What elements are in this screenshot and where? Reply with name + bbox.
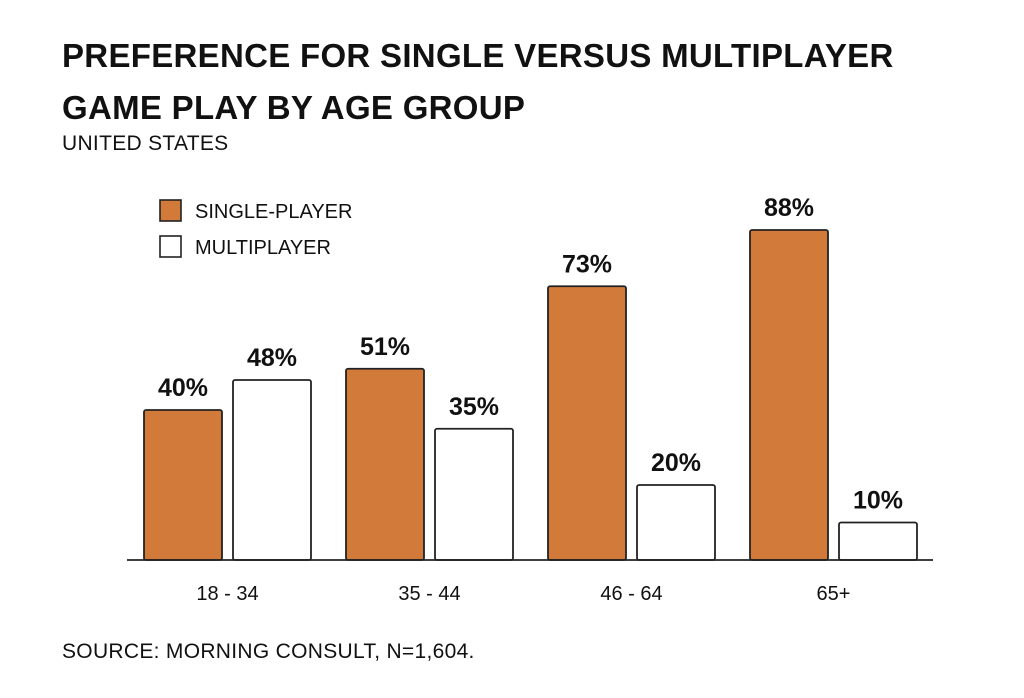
legend-swatch-multiplayer (159, 235, 182, 258)
legend-label-single-player: SINGLE-PLAYER (195, 201, 352, 223)
multiplayer-value-label-1: 48% (247, 344, 297, 372)
x-tick-label-2: 35 - 44 (398, 583, 460, 605)
chart-subtitle: UNITED STATES (62, 132, 229, 155)
single-player-bar-4 (749, 229, 829, 561)
multiplayer-bar-3 (636, 484, 716, 561)
single-player-value-label-3: 73% (562, 250, 612, 278)
single-player-value-label-4: 88% (764, 194, 814, 222)
multiplayer-bar-4 (838, 521, 918, 561)
multiplayer-value-label-3: 20% (651, 449, 701, 477)
x-tick-label-4: 65+ (817, 583, 851, 605)
x-tick-label-3: 46 - 64 (600, 583, 662, 605)
legend-swatch-single-player (159, 199, 182, 222)
multiplayer-bar-1 (232, 379, 312, 561)
single-player-bar-2 (345, 367, 425, 561)
single-player-bar-1 (143, 409, 223, 561)
chart-title: PREFERENCE FOR SINGLE VERSUS MULTIPLAYER… (62, 37, 894, 126)
multiplayer-value-label-4: 10% (853, 487, 903, 515)
x-tick-label-1: 18 - 34 (196, 583, 258, 605)
multiplayer-value-label-2: 35% (449, 393, 499, 421)
single-player-value-label-1: 40% (158, 374, 208, 402)
multiplayer-bar-2 (434, 427, 514, 561)
single-player-value-label-2: 51% (360, 333, 410, 361)
single-player-bar-3 (547, 285, 627, 561)
source-note: SOURCE: MORNING CONSULT, N=1,604. (62, 640, 475, 663)
legend-label-multiplayer: MULTIPLAYER (195, 237, 331, 259)
